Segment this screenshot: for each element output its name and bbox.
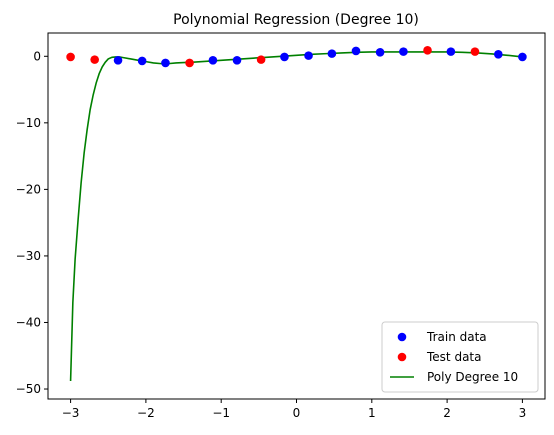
plot-area	[66, 46, 527, 382]
x-tick-label: −2	[137, 406, 155, 420]
x-tick-label: 0	[293, 406, 301, 420]
data-point-1-4	[423, 46, 432, 55]
y-tick-label: −30	[16, 249, 41, 263]
plot-frame	[47, 32, 546, 400]
data-point-0-6	[304, 51, 313, 60]
chart-title: Polynomial Regression (Degree 10)	[173, 12, 419, 28]
data-point-1-1	[90, 55, 99, 64]
data-point-0-5	[280, 52, 289, 62]
data-point-0-9	[375, 47, 385, 57]
y-tick-label: −20	[16, 182, 41, 196]
y-axis: −50 −40 −30 −20 −10 0	[16, 49, 48, 396]
y-tick-label: 0	[33, 49, 41, 63]
plot-content	[66, 46, 527, 382]
x-tick-label: 3	[519, 406, 527, 420]
x-axis: −3 −2 −1 0 1 2 3	[62, 399, 526, 420]
legend: Train data Test data Poly Degree 10	[381, 321, 539, 393]
data-point-0-10	[399, 47, 408, 56]
legend-box	[381, 321, 539, 393]
legend-label-2: Poly Degree 10	[427, 370, 518, 384]
y-tick-label: −40	[16, 315, 41, 329]
x-tick-label: 1	[368, 406, 376, 420]
data-point-0-0	[113, 55, 123, 65]
x-tick-label: −3	[62, 406, 80, 420]
data-point-0-11	[446, 47, 456, 56]
data-point-0-1	[137, 56, 147, 66]
data-point-0-7	[327, 49, 337, 58]
legend-label-0: Train data	[426, 330, 487, 344]
x-tick-label: 2	[443, 406, 451, 420]
legend-marker-1	[397, 352, 407, 362]
legend-marker-0	[397, 332, 407, 342]
data-point-1-3	[256, 55, 266, 64]
y-tick-label: −10	[16, 116, 41, 130]
data-point-1-2	[185, 58, 194, 68]
data-point-0-12	[494, 49, 503, 59]
x-tick-label: −1	[212, 406, 230, 420]
data-point-0-13	[518, 52, 527, 62]
data-point-0-4	[232, 55, 242, 65]
data-point-0-2	[161, 58, 170, 68]
legend-label-1: Test data	[426, 350, 481, 364]
data-point-0-8	[351, 46, 361, 56]
data-point-1-0	[66, 52, 75, 62]
data-point-0-3	[208, 55, 218, 65]
y-tick-label: −50	[16, 382, 41, 396]
data-point-1-5	[470, 47, 480, 56]
